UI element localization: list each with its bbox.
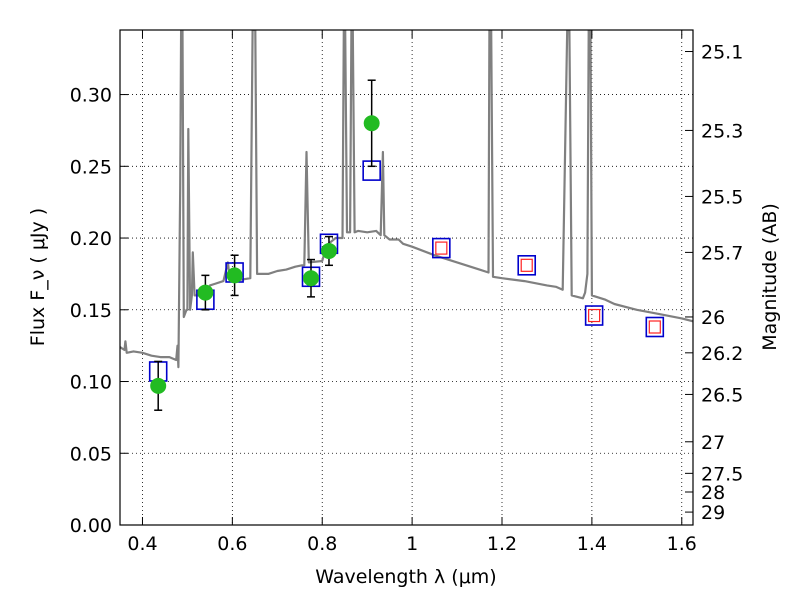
y-tick-label: 0.00 xyxy=(70,515,112,537)
right-tick-label: 26.2 xyxy=(701,343,743,365)
observed-point xyxy=(303,270,319,287)
nir-square xyxy=(588,308,601,323)
y-tick-label: 0.25 xyxy=(70,156,112,178)
y-tick-label: 0.05 xyxy=(70,443,112,465)
right-tick-label: 27 xyxy=(701,432,725,454)
synthetic-square xyxy=(517,255,537,276)
x-axis-label: Wavelength λ (μm) xyxy=(315,566,496,588)
axis-ticks: 0.4 0.6 0.8 1 1.2 1.4 1.6 0.00 0.05 0.10 0.15 0.20 0… xyxy=(70,30,743,555)
x-tick-label: 1.2 xyxy=(487,533,517,555)
right-tick-label: 25.3 xyxy=(701,120,743,142)
x-tick-label: 0.4 xyxy=(127,533,157,555)
y-tick-label: 0.20 xyxy=(70,228,112,250)
synthetic-square xyxy=(584,305,604,326)
synthetic-square xyxy=(645,316,665,338)
x-tick-label: 0.6 xyxy=(217,533,247,555)
grid xyxy=(120,30,693,526)
right-tick-label: 26 xyxy=(701,307,725,329)
observed-point xyxy=(363,115,380,132)
nir-square xyxy=(648,320,661,334)
observed-point xyxy=(197,284,214,301)
photometry-markers xyxy=(148,79,665,411)
y-axis-label: Flux F_ν ( μJy ) xyxy=(27,208,49,346)
x-tick-label: 1.6 xyxy=(667,533,697,555)
nir-square xyxy=(435,241,448,255)
right-tick-label: 25.5 xyxy=(701,186,743,208)
observed-point xyxy=(226,267,243,284)
right-tick-label: 25.7 xyxy=(701,242,743,264)
observed-point xyxy=(320,242,337,259)
model-spectrum xyxy=(120,30,693,369)
right-tick-label: 28 xyxy=(701,482,725,504)
right-axis-label: Magnitude (AB) xyxy=(759,203,781,351)
right-tick-label: 27.5 xyxy=(701,463,743,485)
right-tick-label: 26.5 xyxy=(701,384,743,406)
synthetic-square xyxy=(432,237,451,259)
nir-square xyxy=(520,258,533,272)
plot-frame xyxy=(119,29,694,526)
x-tick-label: 1 xyxy=(406,533,418,555)
y-tick-label: 0.10 xyxy=(70,372,112,394)
x-tick-label: 0.8 xyxy=(307,533,337,555)
x-tick-label: 1.4 xyxy=(577,533,607,555)
spectrum-line xyxy=(120,30,693,369)
observed-point xyxy=(150,377,167,394)
y-tick-label: 0.30 xyxy=(70,85,112,107)
right-tick-label: 25.1 xyxy=(701,42,743,64)
right-tick-label: 29 xyxy=(701,502,725,524)
y-tick-label: 0.15 xyxy=(70,300,112,322)
